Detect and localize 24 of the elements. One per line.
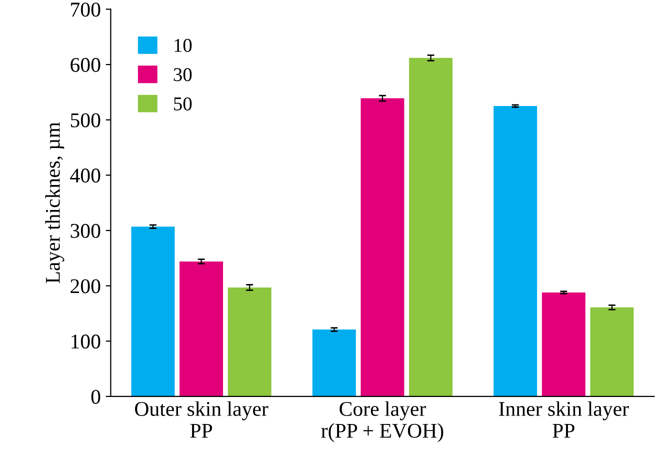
bar	[542, 292, 586, 396]
y-axis-title: Layer thicknes, µm	[45, 122, 64, 284]
bar	[131, 226, 175, 396]
legend-label: 10	[174, 38, 192, 52]
bar	[180, 261, 224, 396]
x-tick-label: Outer skin layer PP	[135, 401, 268, 438]
y-tick-label: 500	[70, 113, 100, 128]
y-tick-label: 0	[91, 390, 100, 404]
bar	[590, 307, 634, 396]
y-tick-label: 400	[70, 168, 100, 183]
bar	[360, 98, 404, 396]
y-tick-label: 700	[71, 2, 100, 17]
bar	[409, 58, 453, 396]
x-tick-label: Core layer r(PP + EVOH)	[321, 401, 444, 442]
bar	[494, 106, 538, 396]
x-tick-label: Inner skin layer PP	[499, 401, 629, 438]
bar	[228, 287, 272, 396]
y-tick-label: 600	[70, 58, 100, 72]
y-tick-label: 200	[70, 279, 100, 294]
y-tick-label: 300	[70, 224, 100, 238]
y-tick-label: 100	[72, 334, 100, 349]
legend-label: 30	[174, 68, 192, 82]
bar	[312, 330, 356, 396]
legend-label: 50	[174, 97, 192, 110]
